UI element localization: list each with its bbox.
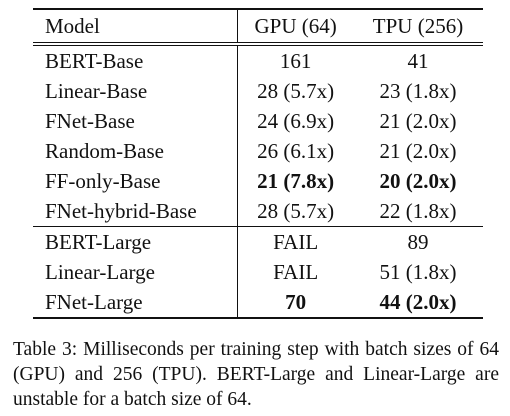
cell-model: FNet-Large xyxy=(33,287,238,319)
cell-model: BERT-Base xyxy=(45,48,144,73)
cell-model: Linear-Large xyxy=(45,259,155,284)
table-row: BERT-Base 161 41 xyxy=(33,44,483,76)
results-table-container: Model GPU (64) TPU (256) BERT-Base 161 41 L… xyxy=(33,8,483,319)
cell-model: FNet-Base xyxy=(45,108,135,133)
header-model: Model xyxy=(33,8,238,46)
cell-gpu: FAIL xyxy=(237,257,353,287)
table-row: FF-only-Base 21 (7.8x) 20 (2.0x) xyxy=(33,166,483,196)
cell-tpu: 41 xyxy=(407,48,429,73)
cell-gpu: 28 (5.7x) xyxy=(237,76,353,106)
cell-tpu: 23 (1.8x) xyxy=(379,78,457,103)
table-row: BERT-Large FAIL 89 xyxy=(33,226,483,257)
cell-model: Linear-Base xyxy=(45,78,148,103)
cell-model: BERT-Large xyxy=(33,226,238,257)
table-row: FNet-hybrid-Base 28 (5.7x) 22 (1.8x) xyxy=(33,196,483,227)
cell-gpu: 24 (6.9x) xyxy=(237,106,353,136)
table-row: FNet-Base 24 (6.9x) 21 (2.0x) xyxy=(33,106,483,136)
cell-tpu: 20 (2.0x) xyxy=(379,168,457,193)
cell-model: Random-Base xyxy=(45,138,164,163)
header-gpu: GPU (64) xyxy=(237,8,353,46)
cell-model: FF-only-Base xyxy=(45,168,161,193)
table-body: BERT-Base 161 41 Linear-Base 28 (5.7x) 23 (1.… xyxy=(33,44,483,319)
table-header-row: Model GPU (64) TPU (256) xyxy=(33,8,483,46)
cell-tpu: 21 (2.0x) xyxy=(379,108,457,133)
cell-model: FNet-hybrid-Base xyxy=(45,198,197,223)
table-caption: Table 3: Milliseconds per training step … xyxy=(13,339,499,410)
cell-tpu: 51 (1.8x) xyxy=(379,259,457,284)
results-table: Model GPU (64) TPU (256) BERT-Base 161 41 L… xyxy=(33,8,483,319)
cell-gpu: 70 xyxy=(237,287,353,319)
table-row: Linear-Large FAIL 51 (1.8x) xyxy=(33,257,483,287)
table-row: Random-Base 26 (6.1x) 21 (2.0x) xyxy=(33,136,483,166)
table-row: FNet-Large 70 44 (2.0x) xyxy=(33,287,483,319)
cell-gpu: 26 (6.1x) xyxy=(237,136,353,166)
cell-tpu: 89 xyxy=(353,226,483,257)
cell-gpu: 161 xyxy=(237,44,353,76)
cell-tpu: 21 (2.0x) xyxy=(379,138,457,163)
cell-tpu: 22 (1.8x) xyxy=(379,198,457,223)
cell-gpu: FAIL xyxy=(237,226,353,257)
cell-gpu: 21 (7.8x) xyxy=(237,166,353,196)
cell-gpu: 28 (5.7x) xyxy=(237,196,353,227)
cell-tpu: 44 (2.0x) xyxy=(353,287,483,319)
table-row: Linear-Base 28 (5.7x) 23 (1.8x) xyxy=(33,76,483,106)
header-tpu: TPU (256) xyxy=(353,8,483,46)
